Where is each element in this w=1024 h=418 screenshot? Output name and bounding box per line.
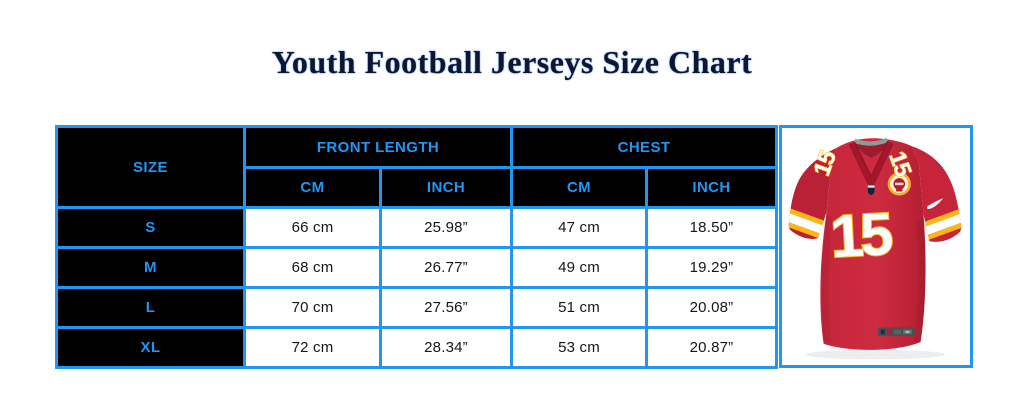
table-row-l: L 70 cm 27.56” 51 cm 20.08” [55, 286, 779, 329]
front-length-cm-value: 70 cm [243, 286, 382, 329]
table-sub-header-row: CM INCH CM INCH [57, 166, 779, 209]
chest-inch-header: INCH [645, 166, 779, 209]
nike-swoosh-icon [927, 198, 944, 210]
size-cell: L [55, 286, 246, 329]
page-title: Youth Football Jerseys Size Chart [271, 44, 753, 80]
front-length-inch-value: 25.98” [378, 206, 514, 249]
jersey-image-panel: 15 15 15 [779, 125, 973, 368]
table-row-xl: XL 72 cm 28.34” 53 cm 20.87” [55, 326, 779, 369]
jersey-back-collar [853, 137, 889, 146]
front-length-inch-value: 28.34” [378, 326, 514, 369]
jersey-image: 15 15 15 [788, 137, 962, 360]
size-cell: XL [55, 326, 246, 369]
jersey-shadow [805, 349, 945, 360]
chest-cm-value: 47 cm [510, 206, 649, 249]
chest-header: CHEST [510, 125, 779, 169]
chiefs-patch-icon [887, 172, 911, 196]
front-length-inch-value: 26.77” [378, 246, 514, 289]
jersey-side-shade-left [821, 214, 833, 344]
size-chart-table: SIZE FRONT LENGTH CHEST CM INCH CM INCH … [55, 125, 779, 369]
front-length-cm-value: 68 cm [243, 246, 382, 289]
chest-cm-value: 53 cm [510, 326, 649, 369]
chest-cm-value: 49 cm [510, 246, 649, 289]
nfl-shield-icon [867, 185, 875, 196]
size-column-header: SIZE [55, 125, 246, 209]
front-length-header: FRONT LENGTH [242, 125, 514, 169]
jersey-v-neck-trim [848, 140, 894, 188]
jock-tag [877, 327, 915, 337]
table-row-s: S 66 cm 25.98” 47 cm 18.50” [55, 206, 779, 249]
chest-inch-value: 19.29” [645, 246, 779, 289]
front-length-cm-value: 72 cm [243, 326, 382, 369]
front-length-cm-header: CM [243, 166, 382, 209]
chest-inch-value: 20.08” [645, 286, 779, 329]
table-group-header-row: SIZE FRONT LENGTH CHEST [55, 125, 779, 209]
table-row-m: M 68 cm 26.77” 49 cm 19.29” [55, 246, 779, 289]
size-cell: S [55, 206, 246, 249]
chest-inch-value: 18.50” [645, 206, 779, 249]
front-length-inch-header: INCH [378, 166, 514, 209]
right-sleeve-stripes [913, 205, 962, 242]
chest-cm-header: CM [510, 166, 649, 209]
chest-inch-value: 20.87” [645, 326, 779, 369]
jersey-side-shade-right [914, 215, 926, 343]
size-cell: M [55, 246, 246, 289]
front-length-inch-value: 27.56” [378, 286, 514, 329]
front-length-cm-value: 66 cm [243, 206, 382, 249]
jersey-number-chest: 15 [829, 200, 894, 270]
jersey-v-neck-inner-line [854, 141, 889, 178]
chest-cm-value: 51 cm [510, 286, 649, 329]
